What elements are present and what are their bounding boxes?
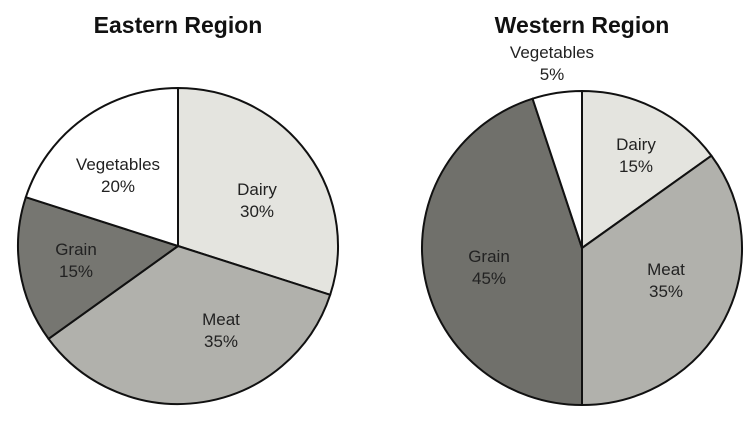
chart-title: Eastern Region — [94, 12, 263, 38]
slice-value-label: 35% — [649, 282, 683, 301]
slice-value-label: 35% — [204, 332, 238, 351]
pie-slice-grain — [17, 196, 179, 340]
pie-1: Western Region Dairy 15% Meat 35% Grain 45% Veg… — [421, 12, 743, 406]
slice-value-label: 15% — [619, 157, 653, 176]
slice-label: Vegetables — [510, 43, 594, 62]
slice-label: Dairy — [616, 135, 656, 154]
pie-0: Eastern Region Dairy 30% Meat 35% Grain 15% Veg… — [17, 12, 339, 405]
slice-value-label: 15% — [59, 262, 93, 281]
pie-slice-meat — [47, 245, 332, 405]
slice-value-label: 30% — [240, 202, 274, 221]
slice-label: Grain — [55, 240, 97, 259]
slice-label: Meat — [647, 260, 685, 279]
pie-slice-vegetables — [24, 87, 179, 247]
slice-value-label: 5% — [540, 65, 565, 84]
chart-title: Western Region — [495, 12, 670, 38]
pie-slice-dairy — [581, 90, 713, 249]
slice-label: Dairy — [237, 180, 277, 199]
slice-label: Vegetables — [76, 155, 160, 174]
pie-slice-meat — [581, 154, 743, 406]
slice-label: Grain — [468, 247, 510, 266]
pie-slice-grain — [421, 97, 583, 406]
pie-slice-dairy — [177, 87, 339, 296]
slice-value-label: 45% — [472, 269, 506, 288]
slice-value-label: 20% — [101, 177, 135, 196]
slice-label: Meat — [202, 310, 240, 329]
pie-slice-vegetables — [531, 90, 583, 249]
